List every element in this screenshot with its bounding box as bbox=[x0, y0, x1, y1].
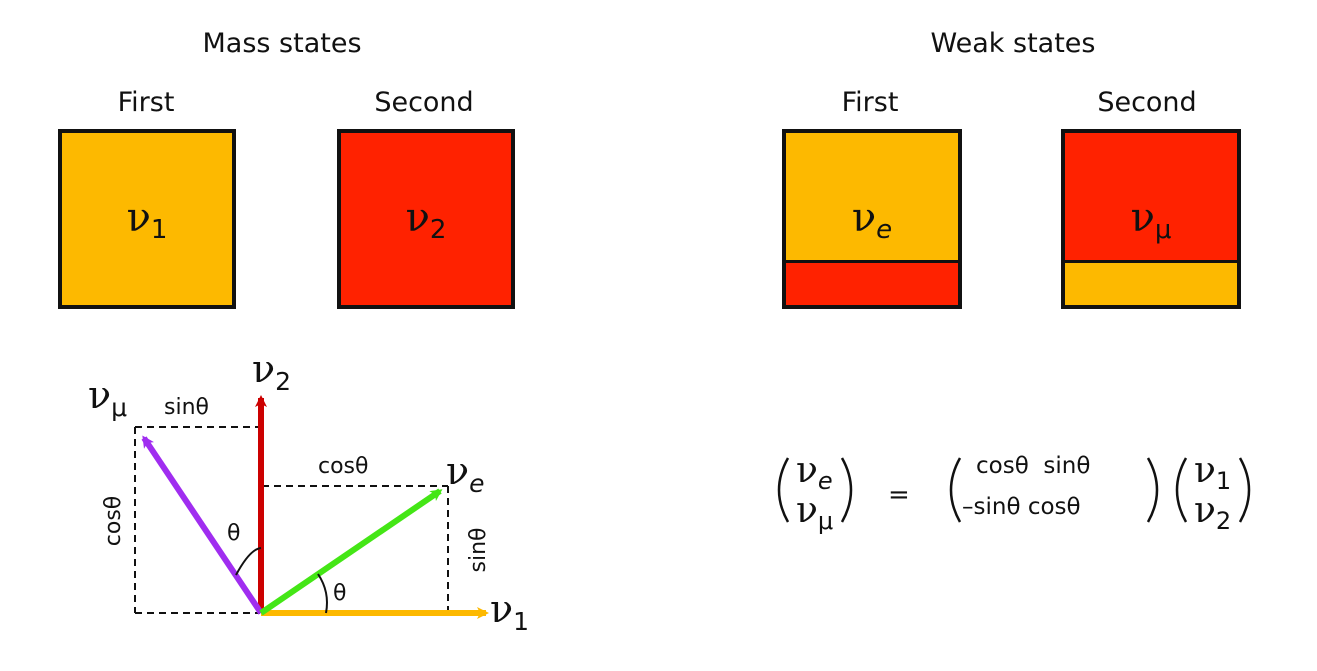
mass-second-fill bbox=[341, 133, 511, 305]
equals-sign: = bbox=[888, 480, 910, 510]
nu-e-symbol: νe bbox=[851, 195, 893, 245]
v2-label: ν2 bbox=[252, 347, 291, 396]
cos-theta-top-label: cosθ bbox=[318, 454, 368, 479]
theta-lower-label: θ bbox=[333, 581, 346, 606]
weak-first-box: νe bbox=[782, 129, 962, 309]
lhs-close-paren bbox=[840, 457, 853, 523]
ve-label: νe bbox=[446, 449, 485, 498]
rhs-open-paren bbox=[1175, 457, 1188, 523]
rhs-close-paren bbox=[1238, 457, 1251, 523]
cos-theta-left-label: cosθ bbox=[101, 496, 126, 546]
weak-second-box: νμ bbox=[1061, 129, 1241, 309]
mass-first-label: First bbox=[117, 87, 175, 118]
mass-first-box: ν1 bbox=[58, 129, 236, 309]
lhs-nu-e: νe bbox=[796, 450, 833, 495]
theta-upper-label: θ bbox=[227, 521, 240, 546]
theta-arc-lower bbox=[317, 573, 328, 614]
nu-1-symbol: ν1 bbox=[126, 195, 168, 245]
rhs-nu-2: ν2 bbox=[1194, 490, 1231, 535]
nu-mu-symbol: νμ bbox=[1130, 195, 1172, 245]
v1-label: ν1 bbox=[490, 587, 529, 636]
weak-first-divider bbox=[786, 260, 958, 263]
theta-arc-upper bbox=[235, 547, 262, 576]
weak-second-label: Second bbox=[1097, 87, 1197, 118]
weak-second-divider bbox=[1065, 260, 1237, 263]
mass-first-fill bbox=[62, 133, 232, 305]
matrix-open-paren bbox=[949, 457, 962, 523]
weak-first-label: First bbox=[841, 87, 899, 118]
matrix-row-2: –sinθ cosθ bbox=[962, 494, 1081, 520]
dashed-guides bbox=[134, 426, 449, 614]
weak-second-minor-fill bbox=[1065, 262, 1237, 305]
sin-theta-right-label: sinθ bbox=[466, 528, 491, 573]
ve-arrow bbox=[259, 488, 443, 616]
equation-parentheses bbox=[777, 457, 1251, 523]
matrix-close-paren bbox=[1146, 457, 1159, 523]
weak-first-main-fill bbox=[786, 133, 958, 262]
lhs-nu-mu: νμ bbox=[796, 490, 833, 535]
weak-states-heading: Weak states bbox=[930, 28, 1096, 59]
vmu-arrow bbox=[141, 435, 264, 615]
matrix-row-1: cosθ sinθ bbox=[976, 453, 1090, 479]
vmu-label: νμ bbox=[88, 373, 127, 422]
sin-theta-top-label: sinθ bbox=[164, 395, 209, 420]
weak-second-main-fill bbox=[1065, 133, 1237, 262]
mass-second-box: ν2 bbox=[337, 129, 515, 309]
weak-first-minor-fill bbox=[786, 262, 958, 305]
mass-states-heading: Mass states bbox=[202, 28, 362, 59]
rhs-nu-1: ν1 bbox=[1194, 450, 1231, 495]
nu-2-symbol: ν2 bbox=[405, 195, 447, 245]
mass-second-label: Second bbox=[374, 87, 474, 118]
lhs-open-paren bbox=[777, 457, 790, 523]
